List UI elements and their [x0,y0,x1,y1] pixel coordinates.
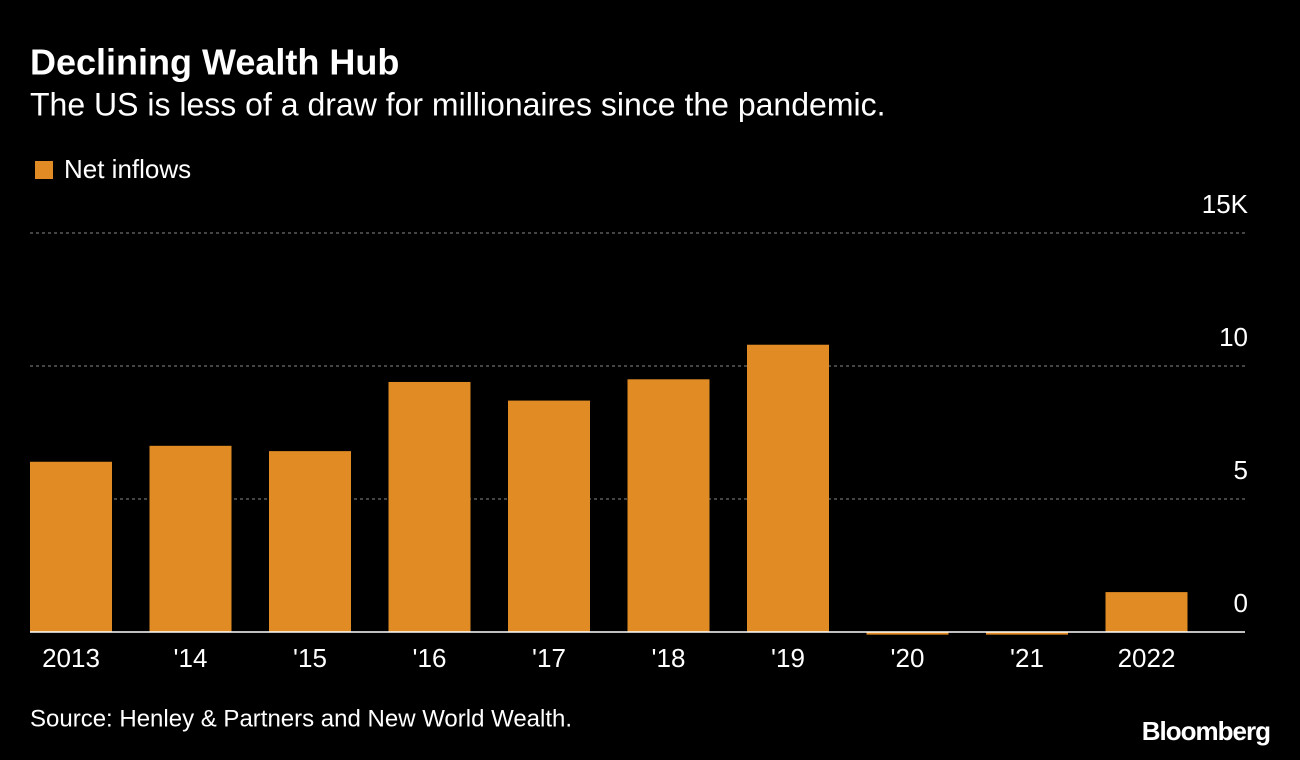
y-tick-label: 15K [1202,189,1249,219]
x-tick-label: '15 [293,643,327,673]
legend-swatch [35,161,53,179]
x-tick-label: '16 [413,643,447,673]
bar [866,632,949,635]
bar [627,379,710,632]
brand-logo: Bloomberg [1142,716,1270,746]
bar [388,381,471,632]
bar [1105,592,1188,632]
x-tick-label: '21 [1010,643,1044,673]
bar [508,400,590,632]
bar [269,451,351,632]
chart-title: Declining Wealth Hub [30,42,399,83]
y-tick-label: 10 [1219,322,1248,352]
x-tick-label: '19 [771,643,805,673]
x-tick-label: '18 [652,643,686,673]
x-tick-label: 2022 [1118,643,1176,673]
y-tick-label: 0 [1234,588,1248,618]
x-tick-label: '14 [174,643,208,673]
bar [149,445,232,632]
y-tick-label: 5 [1234,455,1248,485]
x-tick-label: '20 [891,643,925,673]
legend-label: Net inflows [64,154,191,184]
source-note: Source: Henley & Partners and New World … [30,705,572,732]
x-tick-label: '17 [532,643,566,673]
bar [986,632,1068,635]
x-tick-label: 2013 [42,643,100,673]
chart-subtitle: The US is less of a draw for millionaire… [30,86,885,122]
bar [30,461,112,632]
bar [747,344,829,632]
